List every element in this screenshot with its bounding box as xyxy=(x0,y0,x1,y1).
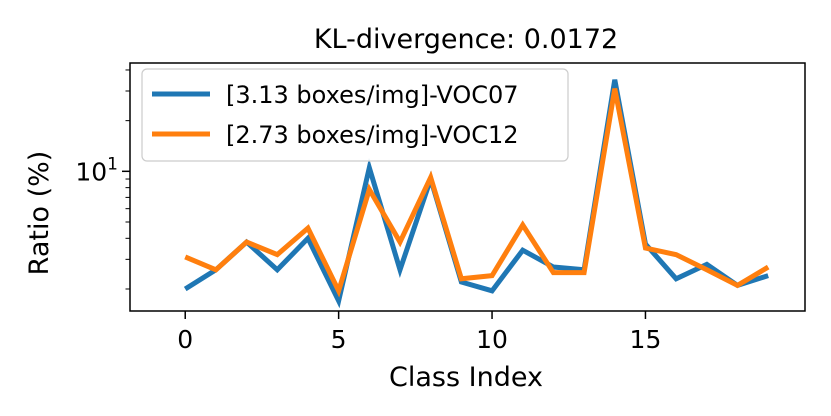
plot-frame xyxy=(129,62,806,312)
x-tick-label: 10 xyxy=(476,325,508,354)
y-axis-label: Ratio (%) xyxy=(24,151,55,276)
x-tick-label: 0 xyxy=(177,325,193,354)
chart-title: KL-divergence: 0.0172 xyxy=(314,24,618,55)
series-0 xyxy=(183,79,769,309)
y-minor-ticks xyxy=(125,69,130,290)
x-tick-label: 5 xyxy=(331,325,347,354)
series-1 xyxy=(184,88,770,298)
legend-label-voc07: [3.13 boxes/img]-VOC07 xyxy=(226,81,519,109)
y-major-tick-base: 10 xyxy=(75,157,107,186)
x-ticks: 0 5 10 15 xyxy=(177,311,661,354)
legend: [3.13 boxes/img]-VOC07 [2.73 boxes/img]-… xyxy=(141,68,569,162)
legend-label-voc12: [2.73 boxes/img]-VOC12 xyxy=(226,121,519,149)
y-major-tick: 101 xyxy=(75,154,130,186)
legend-frame xyxy=(141,68,569,162)
series-line xyxy=(183,79,769,309)
y-major-tick-exponent: 1 xyxy=(107,154,118,174)
y-major-tick-label: 101 xyxy=(75,154,118,186)
x-axis-label: Class Index xyxy=(389,362,543,393)
x-tick-label: 15 xyxy=(630,325,662,354)
series-lines xyxy=(183,79,770,309)
series-line xyxy=(184,88,770,298)
plot-area xyxy=(129,62,806,312)
